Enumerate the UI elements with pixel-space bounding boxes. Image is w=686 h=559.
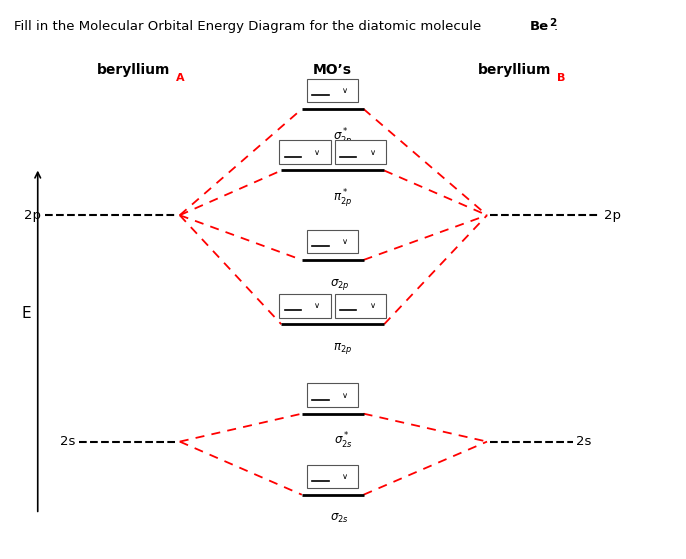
- Text: 2p: 2p: [24, 209, 41, 222]
- Bar: [307, 79, 358, 102]
- Text: ∨: ∨: [342, 86, 348, 95]
- Text: $\sigma^*_{2p}$: $\sigma^*_{2p}$: [333, 126, 353, 148]
- Text: ∨: ∨: [314, 301, 320, 310]
- Text: B: B: [557, 73, 565, 83]
- Text: $\sigma_{2p}$: $\sigma_{2p}$: [330, 277, 349, 292]
- Bar: [279, 140, 331, 164]
- Text: ∨: ∨: [342, 237, 348, 246]
- Text: 2: 2: [549, 18, 556, 28]
- Text: .: .: [554, 20, 558, 32]
- Text: $\sigma_{2s}$: $\sigma_{2s}$: [330, 511, 349, 524]
- Bar: [279, 294, 331, 318]
- Bar: [307, 383, 358, 407]
- Bar: [307, 465, 358, 488]
- Text: $\sigma^*_{2s}$: $\sigma^*_{2s}$: [333, 430, 353, 451]
- Text: beryllium: beryllium: [478, 63, 551, 77]
- Text: $\pi^*_{2p}$: $\pi^*_{2p}$: [333, 187, 353, 209]
- Bar: [307, 230, 358, 253]
- Text: 2s: 2s: [60, 435, 75, 448]
- Text: beryllium: beryllium: [97, 63, 170, 77]
- Text: $\pi_{2p}$: $\pi_{2p}$: [333, 341, 353, 356]
- Text: E: E: [21, 306, 31, 320]
- Text: 2p: 2p: [604, 209, 621, 222]
- Text: Be: Be: [530, 20, 549, 32]
- Bar: [335, 294, 386, 318]
- Text: MO’s: MO’s: [314, 63, 352, 77]
- Text: Fill in the Molecular Orbital Energy Diagram for the diatomic molecule: Fill in the Molecular Orbital Energy Dia…: [14, 20, 485, 32]
- Text: ∨: ∨: [314, 148, 320, 157]
- Bar: [335, 140, 386, 164]
- Text: 2s: 2s: [576, 435, 591, 448]
- Text: ∨: ∨: [342, 391, 348, 400]
- Text: ∨: ∨: [370, 301, 376, 310]
- Text: A: A: [176, 73, 185, 83]
- Text: ∨: ∨: [342, 472, 348, 481]
- Text: ∨: ∨: [370, 148, 376, 157]
